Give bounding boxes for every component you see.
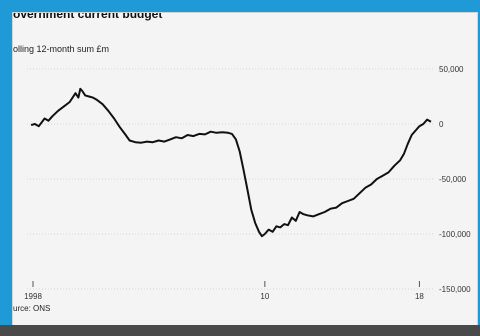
chart-title: overnment current budget [13,12,162,21]
chart-plot-area: 50,000 0 -50,000 -100,000 -150,000 1998 10 18 [13,13,477,327]
chart-subtitle: olling 12-month sum £m [13,44,109,54]
series-line [31,89,431,236]
chart-source: urce: ONS [13,304,50,313]
x-tick-label: 1998 [24,292,42,301]
x-tick-label: 10 [260,292,269,301]
y-tick-label: -100,000 [439,230,471,239]
y-tick-label: 50,000 [439,65,464,74]
y-tick-label: 0 [439,120,444,129]
chart-frame: 50,000 0 -50,000 -100,000 -150,000 1998 10 18 o… [12,12,476,336]
chart-card: 50,000 0 -50,000 -100,000 -150,000 1998 10 18 o… [12,12,478,328]
x-tick-label: 18 [415,292,424,301]
bottom-bar [0,325,480,336]
y-tick-label: -50,000 [439,175,467,184]
y-tick-label: -150,000 [439,285,471,294]
